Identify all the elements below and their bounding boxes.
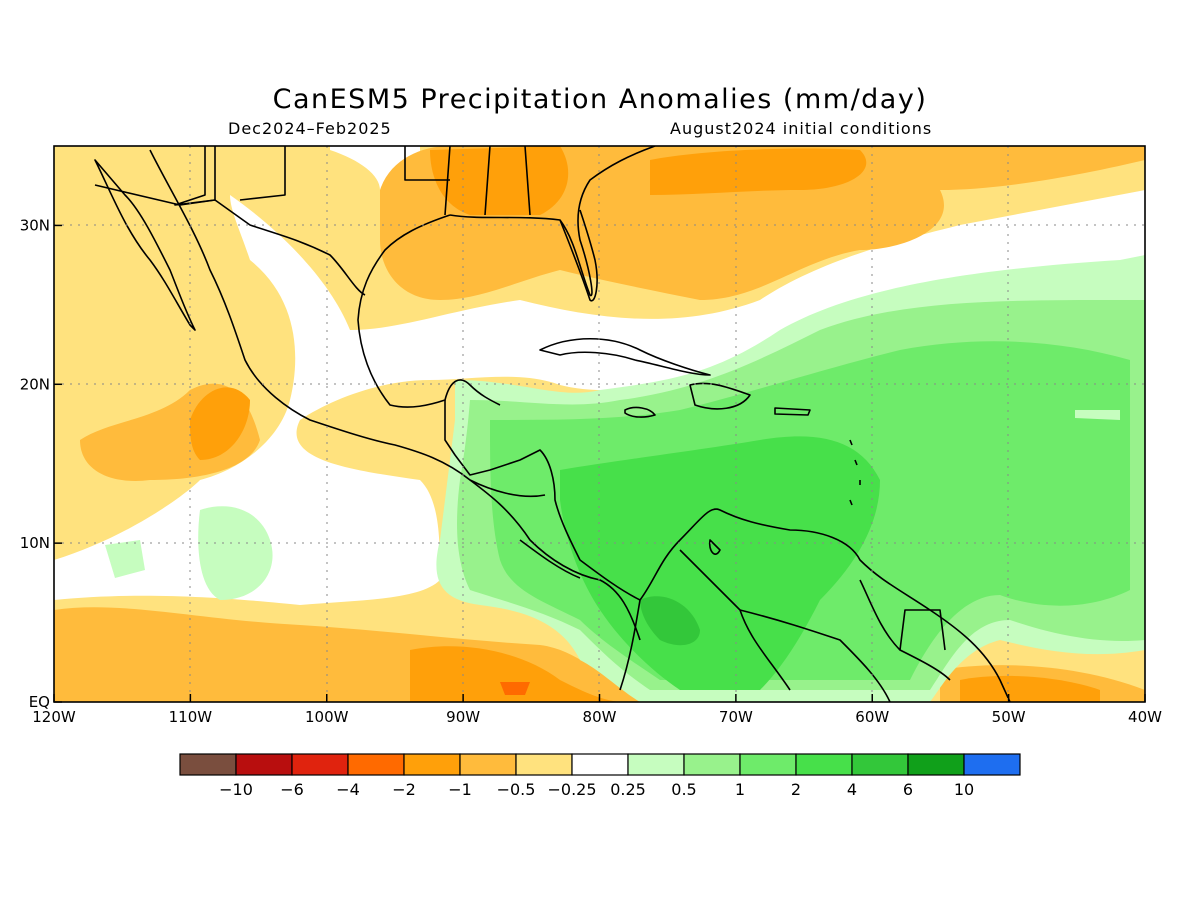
colorbar-label: 2 bbox=[791, 780, 801, 799]
lon-tick-label: 90W bbox=[446, 708, 480, 726]
lon-tick-label: 110W bbox=[169, 708, 213, 726]
colorbar-swatch bbox=[235, 753, 293, 776]
colorbar-label: −6 bbox=[280, 780, 304, 799]
lon-tick-label: 50W bbox=[992, 708, 1026, 726]
axis-ticks: 120W 110W 100W 90W 80W 70W 60W 50W 40W EQ 10N 20N 30… bbox=[20, 216, 1162, 726]
colorbar-swatch bbox=[851, 753, 909, 776]
colorbar-label: −2 bbox=[392, 780, 416, 799]
colorbar-swatch bbox=[627, 753, 685, 776]
lon-tick-label: 70W bbox=[719, 708, 753, 726]
lat-tick-label: 20N bbox=[20, 375, 50, 393]
lat-tick-label: 30N bbox=[20, 216, 50, 234]
colorbar-label: −1 bbox=[448, 780, 472, 799]
colorbar-swatch bbox=[179, 753, 237, 776]
lat-tick-label: 10N bbox=[20, 534, 50, 552]
colorbar-swatch bbox=[739, 753, 797, 776]
colorbar-swatch bbox=[907, 753, 965, 776]
colorbar-swatch bbox=[963, 753, 1021, 776]
colorbar-label: −10 bbox=[219, 780, 253, 799]
lon-tick-label: 100W bbox=[305, 708, 349, 726]
season-label: Dec2024–Feb2025 bbox=[228, 119, 392, 138]
colorbar-label: 10 bbox=[954, 780, 974, 799]
colorbar-label: −4 bbox=[336, 780, 360, 799]
colorbar-swatch bbox=[347, 753, 405, 776]
chart-title: CanESM5 Precipitation Anomalies (mm/day) bbox=[272, 84, 928, 115]
colorbar-swatch bbox=[683, 753, 741, 776]
colorbar-swatch bbox=[459, 753, 517, 776]
lon-tick-label: 40W bbox=[1128, 708, 1162, 726]
lon-tick-label: 80W bbox=[583, 708, 617, 726]
grid-lines bbox=[54, 146, 1145, 702]
colorbar-swatch bbox=[403, 753, 461, 776]
lon-tick-label: 60W bbox=[855, 708, 889, 726]
colorbar-label: −0.25 bbox=[547, 780, 596, 799]
colorbar-swatch bbox=[795, 753, 853, 776]
anomaly-field bbox=[54, 146, 1145, 702]
colorbar-label: 4 bbox=[847, 780, 857, 799]
colorbar-label: 6 bbox=[903, 780, 913, 799]
colorbar-label: 0.5 bbox=[671, 780, 696, 799]
colorbar: −10 −6 −4 −2 −1 −0.5 −0.25 0.25 0.5 1 2 4 6 10 bbox=[179, 753, 1021, 799]
lon-tick-label: 120W bbox=[32, 708, 76, 726]
colorbar-label: 0.25 bbox=[610, 780, 646, 799]
colorbar-swatch bbox=[291, 753, 349, 776]
coastlines bbox=[94, 146, 1011, 702]
lat-tick-label: EQ bbox=[29, 693, 50, 711]
initial-conditions-label: August2024 initial conditions bbox=[670, 119, 933, 138]
colorbar-swatch bbox=[515, 753, 573, 776]
colorbar-label: 1 bbox=[735, 780, 745, 799]
colorbar-swatch bbox=[571, 753, 629, 776]
colorbar-label: −0.5 bbox=[497, 780, 536, 799]
